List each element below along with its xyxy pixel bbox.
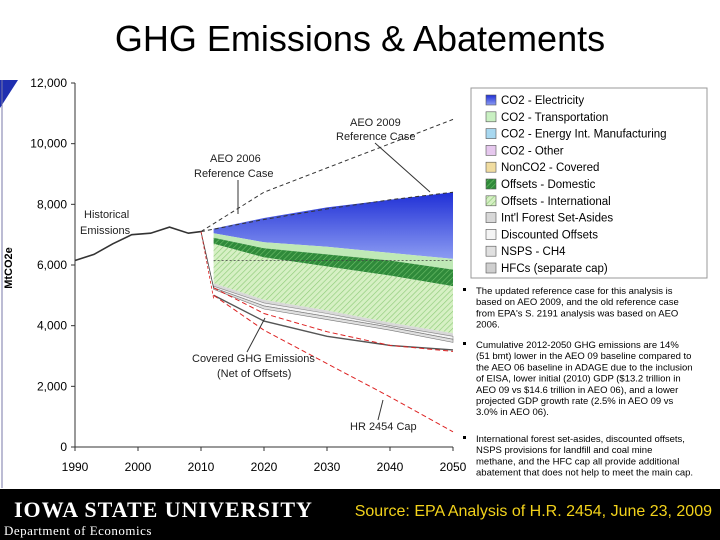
source-note: Source: EPA Analysis of H.R. 2454, June … (354, 503, 712, 520)
legend-label-5: Offsets - Domestic (501, 179, 596, 191)
svg-text:AEO 2006: AEO 2006 (210, 153, 261, 165)
note-line: (51 bmt) lower in the AEO 09 baseline co… (476, 351, 691, 362)
legend-swatch-9 (485, 245, 497, 257)
x-tick-label-2050: 2050 (440, 460, 467, 474)
legend-label-3: CO2 - Other (501, 145, 564, 157)
aeo2006-reference-line (200, 118, 454, 233)
note-line: Cumulative 2012-2050 GHG emissions are 1… (476, 340, 679, 351)
university-wordmark: IOWA STATE UNIVERSITY (14, 497, 313, 522)
note-line: projected GDP growth rate (2.5% in AEO 0… (476, 396, 674, 407)
layer-offsets-domestic (213, 237, 453, 287)
legend-label-6: Offsets - International (501, 196, 611, 208)
y-tick-label-6000: 6,000 (37, 258, 67, 272)
annotation-historical: Historical Emissions (80, 209, 131, 237)
stack-layers (213, 192, 454, 343)
covered-emissions-line (213, 294, 454, 351)
y-tick-label-0: 0 (60, 440, 67, 454)
emissions-chart: 0 2,000 4,000 6,000 8,000 10,000 12,000 1990 20… (0, 76, 708, 488)
legend-label-1: CO2 - Transportation (501, 112, 608, 124)
note-line: abatement that does not help to meet the… (476, 468, 693, 479)
cap-upper-line (213, 287, 454, 352)
x-tick-label-2040: 2040 (377, 460, 404, 474)
annotation-aeo2006: AEO 2006 Reference Case (194, 153, 274, 180)
note-line: methane, and the HFC cap all provide add… (476, 456, 679, 467)
reference-drop-line (200, 231, 214, 288)
annotation-covered-leader (246, 317, 266, 353)
note-line: from EPA's S. 2191 analysis was based on… (476, 308, 678, 319)
svg-text:Covered GHG Emissions: Covered GHG Emissions (192, 353, 315, 365)
cap-lower-line (213, 294, 454, 433)
legend-box (470, 87, 708, 279)
legend-swatch-4 (485, 161, 497, 173)
svg-text:Emissions: Emissions (80, 225, 131, 237)
legend: CO2 - Electricity CO2 - Transportation CO2… (485, 94, 667, 275)
legend-swatch-2 (485, 128, 497, 139)
note-line: 3.0% in AEO 06). (476, 407, 549, 418)
annotation-cap-leader (377, 399, 384, 421)
note-line: of EISA, lower initial (2010) GDP ($13.2… (476, 374, 681, 385)
legend-swatch-6 (485, 195, 497, 207)
historical-emissions-line (74, 226, 202, 262)
layer-offsets-international (213, 243, 453, 334)
x-tick-label-2000: 2000 (125, 460, 152, 474)
legend-label-10: HFCs (separate cap) (501, 263, 608, 275)
x-tick-label-2010: 2010 (188, 460, 215, 474)
aeo2009-reference-line (200, 191, 454, 233)
slide-title: GHG Emissions & Abatements (114, 18, 606, 59)
svg-text:Reference Case: Reference Case (194, 168, 274, 180)
y-axis-label: MtCO2e (3, 247, 15, 289)
legend-label-4: NonCO2 - Covered (501, 162, 599, 174)
x-tick-label-1990: 1990 (62, 460, 89, 474)
legend-swatch-5 (485, 178, 497, 190)
note-bullet-0 (463, 288, 466, 291)
annotation-aeo2009-leader (374, 142, 431, 193)
legend-swatch-10 (485, 262, 497, 274)
y-tick-label-8000: 8,000 (37, 197, 67, 211)
svg-text:Historical: Historical (84, 209, 129, 221)
note-bullet-1 (463, 342, 466, 345)
x-tick-label-2020: 2020 (251, 460, 278, 474)
svg-text:AEO 2009: AEO 2009 (350, 117, 401, 129)
y-tick-label-4000: 4,000 (37, 319, 67, 333)
layer-nsps-ch4 (213, 287, 454, 343)
corner-triangle (0, 80, 18, 108)
legend-swatch-0 (485, 94, 497, 106)
department-name: Department of Economics (4, 523, 152, 538)
legend-label-7: Int'l Forest Set-Asides (501, 213, 613, 225)
legend-swatch-8 (485, 229, 497, 240)
y-tick-label-2000: 2,000 (37, 379, 67, 393)
y-tick-label-12000: 12,000 (30, 76, 67, 90)
svg-text:(Net of Offsets): (Net of Offsets) (217, 368, 291, 380)
legend-swatch-1 (485, 111, 497, 123)
annotation-cap: HR 2454 Cap (350, 421, 417, 433)
y-tick-label-10000: 10,000 (30, 137, 67, 151)
x-tick-label-2030: 2030 (314, 460, 341, 474)
legend-swatch-3 (485, 145, 497, 156)
cap-drop-line (200, 231, 214, 299)
legend-label-0: CO2 - Electricity (501, 95, 584, 107)
x-ticks: 1990 2000 2010 2020 2030 2040 2050 (62, 447, 467, 474)
legend-label-8: Discounted Offsets (501, 229, 598, 241)
annotation-aeo2009: AEO 2009 Reference Case (336, 117, 416, 143)
series-lines (74, 118, 454, 433)
note-bullet-2 (463, 436, 466, 439)
note-line: The updated reference case for this anal… (476, 286, 673, 297)
legend-label-2: CO2 - Energy Int. Manufacturing (501, 129, 667, 141)
notes: The updated reference case for this anal… (463, 286, 693, 479)
note-line: based on AEO 2009, and the old reference… (476, 297, 679, 308)
annotation-covered: Covered GHG Emissions (Net of Offsets) (192, 353, 315, 380)
legend-label-9: NSPS - CH4 (501, 246, 566, 258)
layer-co2-transportation (213, 233, 453, 270)
svg-text:Reference Case: Reference Case (336, 131, 416, 143)
note-line: International forest set-asides, discoun… (476, 434, 685, 445)
note-line: AEO 09 vs $14.6 trillion in AEO 06), and… (476, 385, 678, 396)
legend-swatch-7 (485, 212, 497, 223)
note-line: 2006. (476, 320, 500, 331)
layer-forest-set-asides (213, 283, 453, 337)
y-ticks: 0 2,000 4,000 6,000 8,000 10,000 12,000 (30, 76, 75, 454)
note-line: the AEO 06 baseline in ADAGE due to the … (476, 362, 693, 373)
footer-bar: IOWA STATE UNIVERSITY Department of Econ… (0, 489, 720, 540)
layer-co2-electricity (213, 192, 453, 259)
note-line: NSPS provisions for landfill and coal mi… (476, 445, 652, 456)
